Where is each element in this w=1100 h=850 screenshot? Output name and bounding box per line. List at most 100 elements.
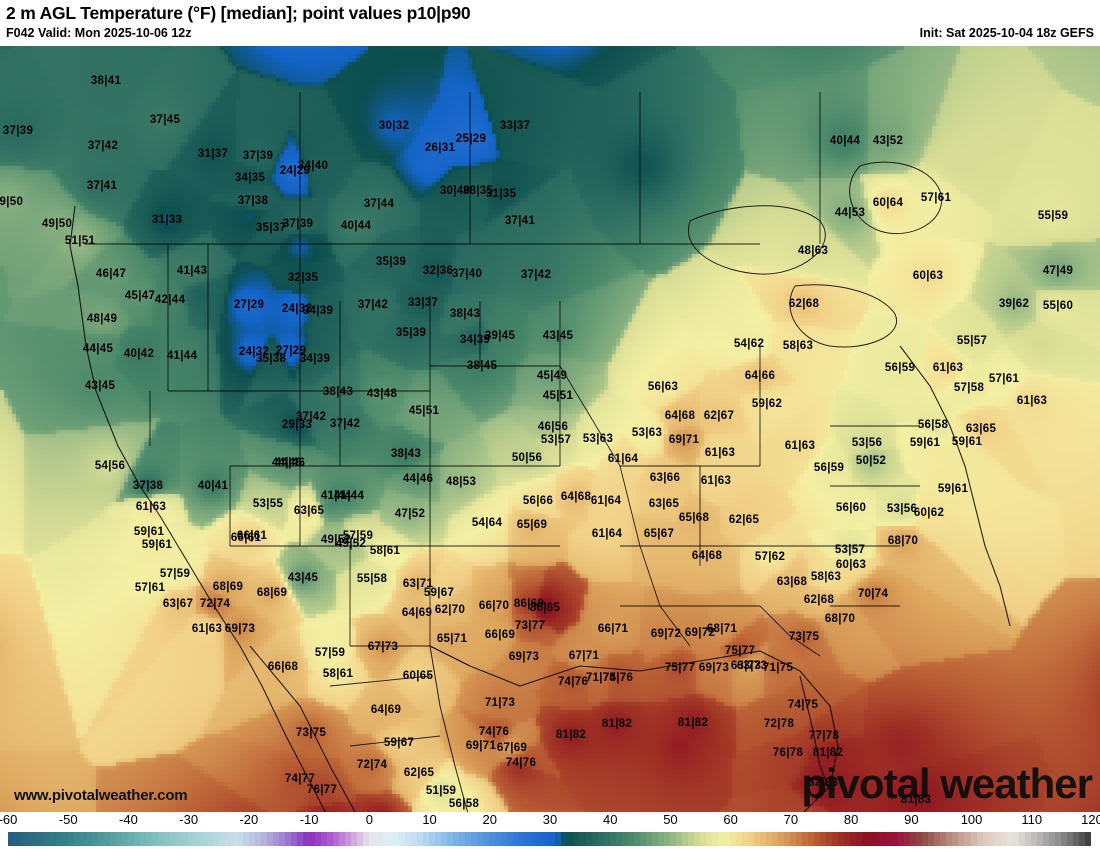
colorbar-swatch: [290, 832, 297, 846]
border-path: [329, 675, 431, 687]
colorbar-swatch: [1006, 832, 1013, 846]
point-value-label: 56|66: [522, 495, 554, 507]
point-value-label: 67|69: [496, 742, 528, 754]
colorbar-swatch: [489, 832, 496, 846]
point-value-label: 63|65: [293, 505, 325, 517]
point-value-label: 55|60: [1042, 300, 1074, 312]
point-value-label: 38|45: [466, 360, 498, 372]
temperature-map[interactable]: 37|39 38|41 37|42 37|45 37|41 49|50 49|50 51|51…: [0, 46, 1100, 812]
border-path: [69, 205, 326, 812]
colorbar-swatch: [1072, 832, 1079, 846]
colorbar-swatch: [573, 832, 580, 846]
colorbar-swatch: [368, 832, 375, 846]
colorbar-swatch: [561, 832, 568, 846]
point-value-label: 59|61: [937, 483, 969, 495]
point-value-label: 51|59: [425, 785, 457, 797]
point-value-label: 72|78: [763, 718, 795, 730]
colorbar-swatch: [976, 832, 983, 846]
point-value-label: 73|77: [514, 620, 546, 632]
point-value-label: 63|66: [649, 472, 681, 484]
point-value-label: 57|62: [754, 551, 786, 563]
colorbar-swatch: [543, 832, 550, 846]
border-path: [349, 735, 441, 747]
border-path: [759, 605, 821, 657]
colorbar-swatch: [567, 832, 574, 846]
colorbar-tick: 30: [542, 812, 558, 827]
point-value-label: 57|58: [953, 382, 985, 394]
colorbar-swatch: [501, 832, 508, 846]
colorbar-tick: 70: [783, 812, 799, 827]
colorbar-swatch: [910, 832, 917, 846]
colorbar-tick: -30: [179, 812, 199, 827]
colorbar-swatch: [699, 832, 706, 846]
colorbar-swatch: [230, 832, 237, 846]
colorbar-swatch: [386, 832, 393, 846]
colorbar-swatch: [687, 832, 694, 846]
colorbar-swatch: [477, 832, 484, 846]
colorbar-swatch: [663, 832, 670, 846]
colorbar-swatch: [362, 832, 369, 846]
point-value-label: 40|42: [123, 348, 155, 360]
colorbar-swatch: [1024, 832, 1031, 846]
point-value-label: 74|77: [284, 773, 316, 785]
colorbar-swatch: [597, 832, 604, 846]
point-value-label: 63|71: [402, 578, 434, 590]
point-value-label: 71|75: [762, 662, 794, 674]
colorbar-swatch: [1036, 832, 1043, 846]
colorbar-swatch: [206, 832, 213, 846]
colorbar-swatch: [988, 832, 995, 846]
colorbar-swatch: [465, 832, 472, 846]
point-value-label: 55|58: [356, 573, 388, 585]
colorbar-swatch: [188, 832, 195, 846]
colorbar-swatch: [1078, 832, 1085, 846]
colorbar-swatch: [585, 832, 592, 846]
colorbar-swatch: [693, 832, 700, 846]
temperature-field-canvas: [0, 46, 1100, 812]
colorbar-swatch: [759, 832, 766, 846]
colorbar-swatch: [471, 832, 478, 846]
colorbar-swatch: [717, 832, 724, 846]
point-value-label: 37|42: [329, 418, 361, 430]
colorbar-swatch: [850, 832, 857, 846]
point-value-label: 33|37: [499, 120, 531, 132]
colorbar-swatch: [723, 832, 730, 846]
colorbar-swatch: [814, 832, 821, 846]
colorbar-swatch: [423, 832, 430, 846]
point-value-label: 65|68: [678, 512, 710, 524]
point-value-label: 58|63: [810, 571, 842, 583]
point-value-label: 59|61: [951, 436, 983, 448]
colorbar-swatch: [68, 832, 75, 846]
colorbar-swatch: [374, 832, 381, 846]
point-value-label: 38|41: [90, 75, 122, 87]
colorbar-swatch: [44, 832, 51, 846]
colorbar-swatch: [639, 832, 646, 846]
colorbar-swatch: [417, 832, 424, 846]
point-value-label: 46|47: [95, 268, 127, 280]
colorbar-swatch: [104, 832, 111, 846]
colorbar-swatch: [447, 832, 454, 846]
colorbar-swatch: [56, 832, 63, 846]
point-value-label: 59|62: [751, 398, 783, 410]
valid-time-label: F042 Valid: Mon 2025-10-06 12z: [6, 26, 192, 40]
point-value-label: 32|35: [287, 272, 319, 284]
point-value-label: 61|63: [191, 623, 223, 635]
colorbar-swatch: [982, 832, 989, 846]
colorbar-tick: 100: [960, 812, 983, 827]
colorbar-swatch: [741, 832, 748, 846]
colorbar-swatch: [146, 832, 153, 846]
colorbar-swatch: [266, 832, 273, 846]
point-value-label: 43|45: [542, 330, 574, 342]
colorbar-swatch: [278, 832, 285, 846]
colorbar-swatch: [38, 832, 45, 846]
colorbar-swatch: [964, 832, 971, 846]
point-value-label: 30|32: [378, 120, 410, 132]
colorbar-tick: -10: [299, 812, 319, 827]
colorbar-tick-labels: -60 -50 -40 -30 -20 -10 0 10 20 30 40 50 60 70 80 90 100…: [0, 812, 1100, 830]
colorbar-swatch: [591, 832, 598, 846]
colorbar-swatch: [651, 832, 658, 846]
colorbar-swatch: [212, 832, 219, 846]
point-value-label: 61|64: [607, 453, 639, 465]
point-value-label: 35|38: [255, 353, 287, 365]
colorbar-swatch: [838, 832, 845, 846]
point-value-label: 45|51: [542, 390, 574, 402]
